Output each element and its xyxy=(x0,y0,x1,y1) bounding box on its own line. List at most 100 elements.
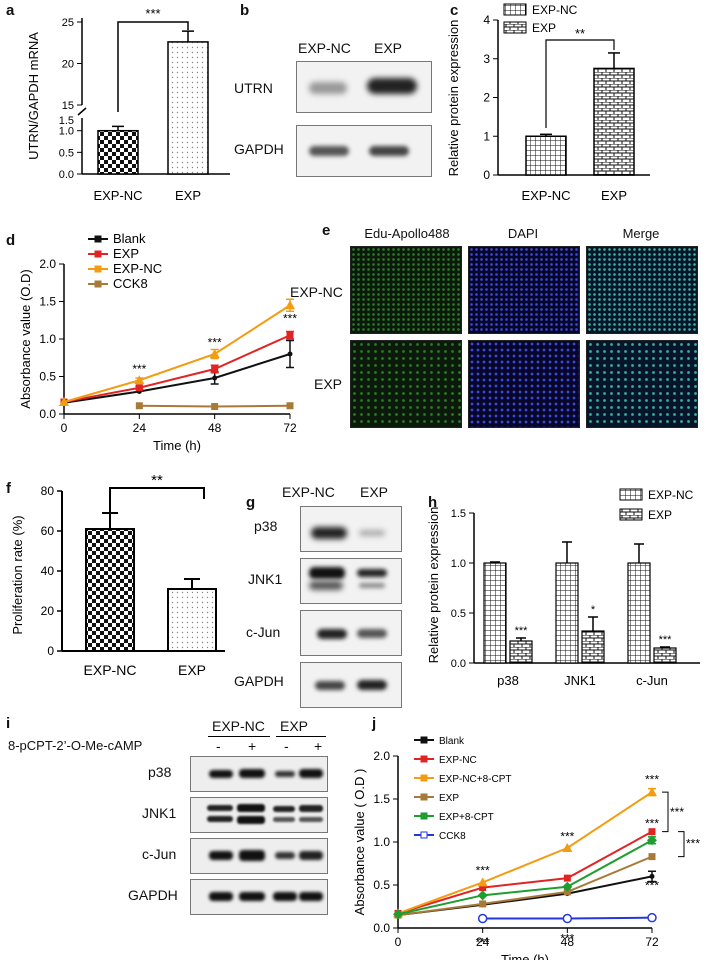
sign: - xyxy=(216,738,221,754)
legend-label: EXP xyxy=(532,21,556,35)
blot-row-label: JNK1 xyxy=(142,805,177,821)
y-axis-label: Relative protein expression xyxy=(446,20,461,177)
legend-marker xyxy=(94,250,102,258)
x-tick-label: 0 xyxy=(395,935,402,949)
legend-label: EXP xyxy=(113,246,139,261)
data-point xyxy=(563,888,571,896)
data-point xyxy=(562,913,573,924)
y-tick-label: 1.0 xyxy=(373,835,390,849)
x-tick-label: EXP-NC xyxy=(84,662,137,678)
legend-swatch xyxy=(619,488,643,501)
y-tick-label: 0 xyxy=(483,168,490,182)
x-axis-label: Time (h) xyxy=(153,438,201,453)
data-point xyxy=(647,835,657,846)
data-point xyxy=(211,365,219,373)
panel-label-a: a xyxy=(6,2,15,19)
y-tick-label: 60 xyxy=(41,524,55,538)
y-tick-label: 1 xyxy=(483,129,490,143)
bar xyxy=(581,630,605,664)
significance-label: *** xyxy=(283,312,297,326)
bar xyxy=(525,135,567,176)
data-point xyxy=(562,881,573,892)
blot-jnk1 xyxy=(300,558,402,604)
panel-g-western-blot: EXP-NC EXP p38 JNK1 c-Jun GAPDH xyxy=(230,480,420,708)
chart-h-protein: 0.0 0.5 1.0 1.5 Relative protein expression *… xyxy=(426,488,700,688)
y-tick-label: 4 xyxy=(483,13,490,27)
y-tick-label: 3 xyxy=(483,52,490,66)
y-tick-label: 25 xyxy=(62,17,74,29)
data-point xyxy=(647,912,657,923)
column-header: Edu-Apollo488 xyxy=(364,226,450,241)
y-tick-label: 0.5 xyxy=(373,878,390,892)
legend-label: CCK8 xyxy=(113,276,148,291)
y-tick-label: 15 xyxy=(62,100,74,112)
x-tick-label: 24 xyxy=(476,935,490,949)
data-point xyxy=(477,877,488,887)
group-underline xyxy=(276,736,326,737)
group-underline xyxy=(208,736,270,737)
legend-swatch xyxy=(503,21,527,34)
panel-label-h: h xyxy=(428,494,438,511)
y-axis-label: UTRN/GAPDH mRNA xyxy=(26,32,41,160)
legend-marker xyxy=(420,774,428,782)
y-tick-label: 1.5 xyxy=(39,295,56,309)
significance-label: *** xyxy=(686,837,700,851)
significance-label: *** xyxy=(670,805,684,819)
legend-marker xyxy=(420,736,428,744)
legend-label: EXP-NC xyxy=(113,261,162,276)
x-axis-label: Time (h) xyxy=(501,952,549,960)
y-tick-label: 0.0 xyxy=(39,407,56,421)
significance-label: *** xyxy=(645,878,659,892)
significance-label: *** xyxy=(476,864,490,878)
x-tick-label: EXP-NC xyxy=(521,188,570,203)
significance-label: ** xyxy=(151,475,163,489)
x-tick-label: EXP-NC xyxy=(93,188,142,203)
panel-label-j: j xyxy=(372,715,377,732)
significance-bracket xyxy=(662,791,669,833)
legend-label: Blank xyxy=(439,736,465,747)
chart-j-absorbance: 0.0 0.5 1.0 1.5 2.0 0 24 48 72 Time (h) Absorbance… xyxy=(352,736,700,960)
blot-gapdh xyxy=(296,125,432,177)
data-point xyxy=(134,375,145,385)
y-tick-label: 1.0 xyxy=(451,558,466,570)
significance-label: *** xyxy=(560,829,574,843)
blot-row-label: UTRN xyxy=(234,80,273,96)
group-label: EXP-NC xyxy=(212,718,265,734)
legend-label: EXP-NC+8-CPT xyxy=(439,774,512,785)
legend-marker xyxy=(94,280,102,288)
blot-utrn xyxy=(296,61,432,113)
significance-bracket xyxy=(117,21,189,112)
lane-label: EXP xyxy=(374,40,403,56)
y-tick-label: 1.5 xyxy=(59,115,74,127)
legend-swatch xyxy=(503,3,527,16)
edu-image-exp xyxy=(350,340,462,428)
y-axis-label: Proliferation rate (%) xyxy=(10,515,25,634)
row-label: EXP-NC xyxy=(290,284,343,300)
chart-f-proliferation: 0 20 40 60 80 Proliferation rate (%) EXP-NC EXP… xyxy=(10,475,225,678)
panel-label-g: g xyxy=(246,494,256,511)
data-point xyxy=(479,884,487,892)
x-tick-label: 24 xyxy=(133,421,147,435)
y-tick-label: 0.5 xyxy=(59,147,74,159)
blot-gapdh xyxy=(300,662,402,708)
y-tick-label: 1.5 xyxy=(373,792,390,806)
panel-label-d: d xyxy=(6,232,16,249)
data-point xyxy=(211,403,219,410)
y-tick-label: 1.0 xyxy=(39,332,56,346)
data-point xyxy=(135,384,143,392)
y-tick-label: 0.0 xyxy=(373,921,390,935)
x-tick-label: JNK1 xyxy=(564,673,596,688)
data-point xyxy=(212,375,218,381)
edu-image-exp-nc xyxy=(350,246,462,334)
sign: + xyxy=(314,738,323,754)
bar xyxy=(85,528,135,652)
bar xyxy=(593,67,635,176)
significance-bracket xyxy=(545,39,615,128)
significance-label: *** xyxy=(515,625,529,637)
data-point xyxy=(393,909,403,920)
y-tick-label: 2 xyxy=(483,91,490,105)
axis-break-mark xyxy=(77,107,87,116)
data-point xyxy=(135,402,143,410)
series-line xyxy=(397,855,653,917)
data-point xyxy=(286,331,294,339)
